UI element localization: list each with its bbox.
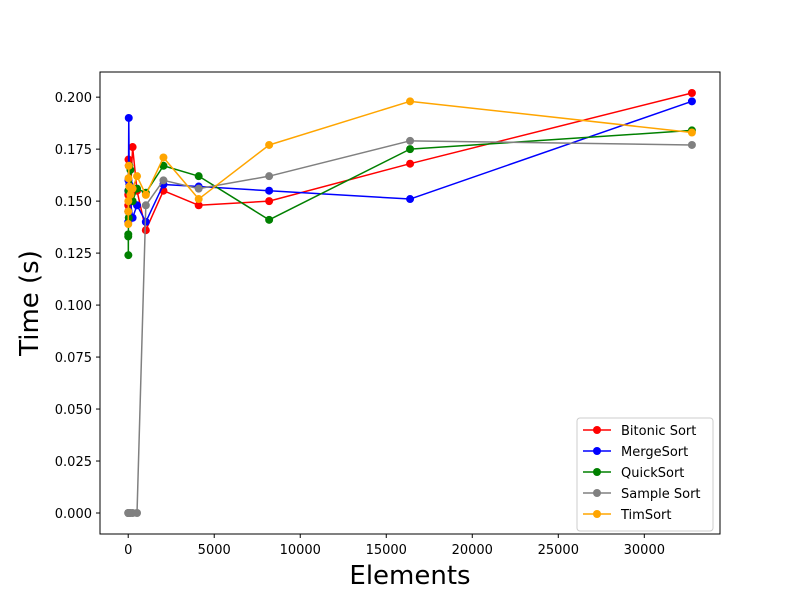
data-point-mergesort — [265, 186, 274, 195]
legend-entry-label: Sample Sort — [621, 487, 701, 502]
data-point-quicksort — [124, 251, 133, 260]
data-point-timsort — [126, 190, 135, 199]
y-tick-label: 0.000 — [55, 507, 92, 522]
data-point-sample-sort — [406, 136, 415, 145]
data-point-timsort — [406, 97, 415, 106]
legend-box — [576, 417, 714, 532]
legend-entry-label: MergeSort — [621, 445, 688, 460]
data-point-timsort — [124, 161, 133, 170]
y-tick-label: 0.150 — [55, 195, 92, 210]
x-axis-ticks: 0 5000 10000 15000 20000 25000 30000 — [124, 534, 665, 558]
data-point-mergesort — [124, 113, 133, 122]
legend-entry-label: Bitonic Sort — [621, 424, 696, 439]
data-point-sample-sort — [194, 184, 203, 193]
legend-marker — [593, 489, 601, 497]
data-point-mergesort — [687, 97, 696, 106]
data-point-timsort — [124, 197, 133, 206]
data-point-timsort — [265, 140, 274, 149]
y-tick-label: 0.025 — [55, 455, 92, 470]
legend-marker — [593, 426, 601, 434]
x-tick-label: 10000 — [280, 543, 321, 558]
legend: Bitonic Sort MergeSort QuickSort Sample Sor… — [576, 417, 714, 532]
data-point-bitonic-sort — [687, 89, 696, 97]
data-point-sample-sort — [133, 509, 142, 517]
data-point-timsort — [128, 184, 137, 193]
data-point-timsort — [141, 190, 150, 199]
legend-marker — [593, 468, 601, 476]
y-tick-label: 0.075 — [55, 351, 92, 366]
data-point-sample-sort — [687, 140, 696, 149]
data-point-timsort — [124, 219, 133, 228]
data-point-sample-sort — [265, 172, 274, 181]
legend-marker — [593, 447, 601, 455]
y-axis-ticks: 0.000 0.025 0.050 0.075 0.100 0.125 0.150 0.175… — [55, 91, 100, 522]
data-point-timsort — [124, 207, 133, 216]
axes-frame — [99, 71, 721, 535]
data-point-timsort — [124, 174, 133, 183]
y-tick-label: 0.125 — [55, 247, 92, 262]
data-point-bitonic-sort — [265, 197, 274, 206]
data-point-bitonic-sort — [406, 159, 415, 168]
data-point-quicksort — [124, 230, 133, 239]
x-axis-label: Elements — [349, 561, 470, 591]
data-point-quicksort — [159, 161, 168, 170]
data-point-timsort — [194, 195, 203, 204]
data-point-timsort — [687, 128, 696, 137]
y-axis-label: Time (s) — [15, 250, 45, 357]
legend-entry-label: TimSort — [620, 508, 671, 523]
y-tick-label: 0.200 — [55, 91, 92, 106]
data-point-sample-sort — [159, 176, 168, 185]
legend-marker — [593, 510, 601, 518]
legend-entry-label: QuickSort — [621, 466, 684, 481]
data-point-mergesort — [406, 195, 415, 204]
data-point-bitonic-sort — [128, 143, 137, 152]
y-tick-label: 0.050 — [55, 403, 92, 418]
x-tick-label: 30000 — [624, 543, 665, 558]
x-tick-label: 5000 — [198, 543, 231, 558]
data-point-timsort — [159, 153, 168, 162]
y-tick-label: 0.175 — [55, 143, 92, 158]
x-tick-label: 0 — [124, 543, 132, 558]
x-tick-label: 25000 — [538, 543, 579, 558]
data-point-sample-sort — [141, 201, 150, 210]
y-tick-label: 0.100 — [55, 299, 92, 314]
x-tick-label: 15000 — [366, 543, 407, 558]
x-tick-label: 20000 — [452, 543, 493, 558]
data-point-quicksort — [406, 145, 415, 154]
data-point-quicksort — [194, 172, 203, 181]
plot-area — [124, 89, 696, 517]
data-point-bitonic-sort — [194, 201, 203, 210]
data-point-quicksort — [265, 215, 274, 224]
data-point-timsort — [133, 172, 142, 181]
